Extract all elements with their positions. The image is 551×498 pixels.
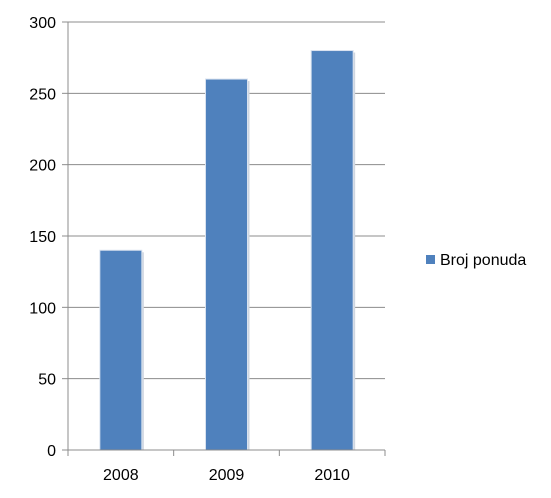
x-tick-label: 2009: [209, 467, 245, 484]
y-tick-labels: 0 50 100 150 200 250 300: [29, 15, 68, 460]
bars: [99, 50, 356, 451]
x-tick-label: 2010: [314, 467, 350, 484]
y-tick-label: 50: [38, 372, 56, 389]
bar: [310, 50, 354, 451]
y-tick-label: 150: [29, 229, 56, 246]
x-tick-label: 2008: [103, 467, 139, 484]
y-tick-label: 100: [29, 300, 56, 317]
y-tick-label: 300: [29, 15, 56, 32]
bar: [205, 78, 248, 451]
bar: [99, 249, 143, 451]
x-tick-labels: 2008 2009 2010: [67, 450, 386, 484]
legend-swatch: [426, 255, 435, 264]
y-tick-label: 0: [47, 443, 56, 460]
legend-label: Broj ponuda: [440, 252, 526, 269]
y-tick-label: 200: [29, 158, 56, 175]
legend: Broj ponuda: [426, 252, 526, 269]
y-tick-label: 250: [29, 86, 56, 103]
